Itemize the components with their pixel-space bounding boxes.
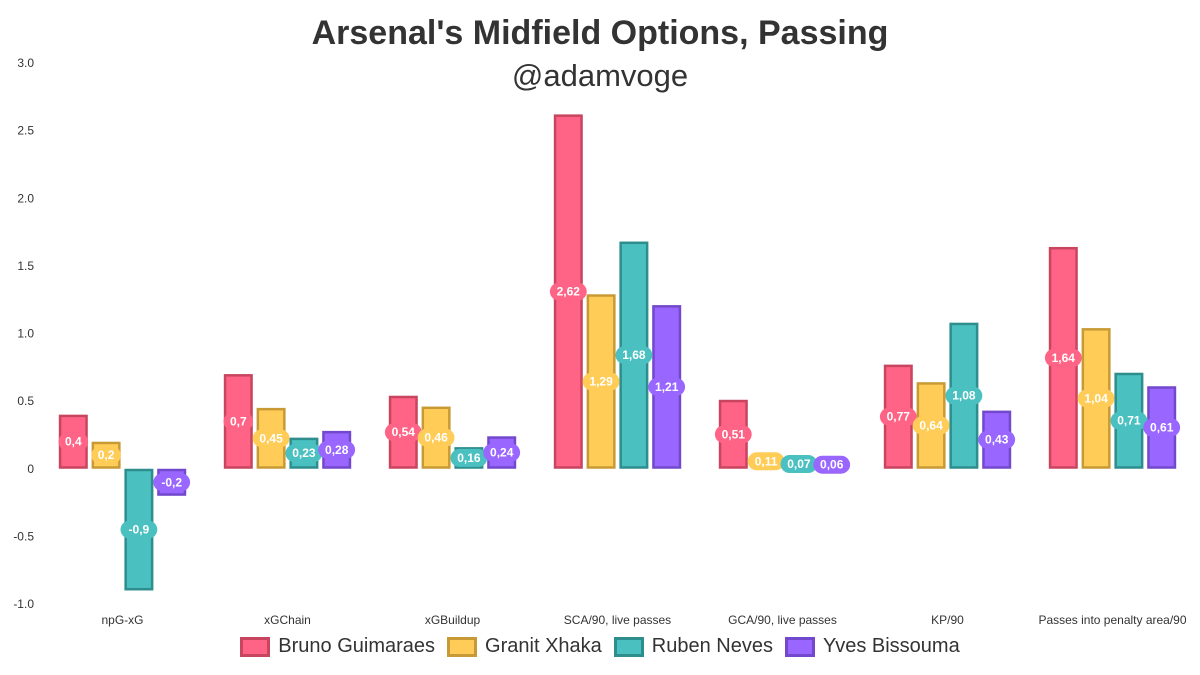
y-tick-label: 3.0 (17, 56, 34, 70)
y-tick-label: -1.0 (13, 597, 34, 611)
data-label-background (285, 444, 323, 463)
data-label: 0,28 (325, 443, 349, 457)
x-axis: npG-xG xGChain xGBuildup SCA/90, live passe… (101, 613, 1186, 627)
y-tick-label: 2.5 (17, 124, 34, 138)
data-label: 0,06 (820, 458, 844, 472)
data-label: -0,2 (161, 475, 182, 489)
data-label-background (714, 425, 752, 444)
data-label: 0,64 (919, 418, 943, 432)
data-label-background (450, 448, 488, 467)
x-tick-label: xGBuildup (425, 613, 481, 627)
data-label: 0,43 (985, 433, 1009, 447)
data-label-background (582, 372, 620, 391)
legend: Bruno Guimaraes Granit Xhaka Ruben Neves Yv… (0, 635, 1200, 658)
bar-chart: 3.0 2.5 2.0 1.5 1.0 0.5 0 -0.5 -1.0 0,4 0,2 -0,9 -0… (13, 56, 1187, 627)
data-label: 0,61 (1150, 420, 1174, 434)
data-label: 1,68 (622, 348, 646, 362)
data-label: -0,9 (129, 523, 150, 537)
data-label: 0,71 (1117, 414, 1141, 428)
data-label-background (1077, 389, 1115, 408)
data-label-background (120, 520, 158, 539)
data-label-background (384, 423, 422, 442)
data-label: 0,23 (292, 446, 316, 460)
legend-label: Bruno Guimaraes (278, 635, 436, 657)
data-label: 1,08 (952, 389, 976, 403)
data-label: 2,62 (557, 285, 581, 299)
data-label: 1,64 (1052, 351, 1076, 365)
data-label-background (912, 416, 950, 435)
legend-item[interactable]: Bruno Guimaraes (240, 635, 435, 658)
y-axis: 3.0 2.5 2.0 1.5 1.0 0.5 0 -0.5 -1.0 (13, 56, 34, 611)
data-label-background (780, 455, 818, 474)
data-label-background (945, 386, 983, 405)
data-label: 0,07 (787, 457, 811, 471)
data-label: 0,54 (392, 425, 416, 439)
legend-label: Granit Xhaka (485, 635, 602, 657)
data-label-background (252, 429, 290, 448)
data-label-background (1143, 418, 1181, 437)
data-label: 0,77 (887, 410, 911, 424)
data-label-background (1044, 348, 1082, 367)
chart-title: Arsenal's Midfield Options, Passing (311, 14, 889, 52)
y-tick-label: 2.0 (17, 191, 34, 205)
legend-label: Yves Bissouma (822, 635, 960, 657)
legend-swatch (240, 636, 271, 657)
x-tick-label: SCA/90, live passes (564, 613, 671, 627)
data-label: 0,7 (230, 414, 247, 428)
data-label-background (879, 407, 917, 426)
data-label: 0,2 (98, 448, 115, 462)
data-label-background (223, 412, 254, 431)
data-label: 0,4 (65, 435, 82, 449)
data-label-background (58, 432, 89, 451)
data-label-background (318, 440, 356, 459)
data-label-background (1110, 411, 1148, 430)
chart-subtitle: @adamvoge (511, 58, 689, 93)
data-labels: 0,4 0,2 -0,9 -0,2 0,7 0,45 0,23 0,28 0,54 0,46 0,1… (58, 282, 1181, 539)
data-label-background (153, 473, 191, 492)
y-tick-label: 1.0 (17, 327, 34, 341)
data-label: 1,04 (1084, 391, 1108, 405)
y-tick-label: -0.5 (13, 529, 34, 543)
legend-swatch (447, 636, 478, 657)
data-label-background (813, 455, 851, 474)
y-tick-label: 0 (27, 462, 34, 476)
legend-label: Ruben Neves (651, 635, 773, 657)
data-label: 0,24 (490, 446, 514, 460)
data-label: 1,29 (589, 375, 613, 389)
x-tick-label: Passes into penalty area/90 (1038, 613, 1186, 627)
data-label: 0,51 (722, 427, 746, 441)
legend-swatch (784, 636, 815, 657)
data-label-background (417, 428, 455, 447)
x-tick-label: npG-xG (101, 613, 143, 627)
y-tick-label: 0.5 (17, 394, 34, 408)
data-label: 0,46 (424, 431, 448, 445)
x-tick-label: GCA/90, live passes (728, 613, 837, 627)
x-tick-label: KP/90 (931, 613, 964, 627)
data-label: 0,11 (755, 454, 778, 468)
data-label-background (483, 443, 521, 462)
data-label-background (549, 282, 587, 301)
legend-item[interactable]: Ruben Neves (613, 635, 773, 658)
legend-item[interactable]: Yves Bissouma (784, 635, 960, 658)
data-label-background (648, 377, 686, 396)
data-label-background (615, 346, 653, 365)
data-label: 0,45 (259, 431, 283, 445)
legend-swatch (613, 636, 644, 657)
x-tick-label: xGChain (264, 613, 311, 627)
y-tick-label: 1.5 (17, 259, 34, 273)
legend-item[interactable]: Granit Xhaka (447, 635, 602, 658)
data-label-background (91, 446, 121, 465)
data-label: 0,16 (457, 451, 481, 465)
data-label: 1,21 (655, 380, 679, 394)
data-label-background (747, 452, 785, 471)
data-label-background (978, 430, 1016, 449)
